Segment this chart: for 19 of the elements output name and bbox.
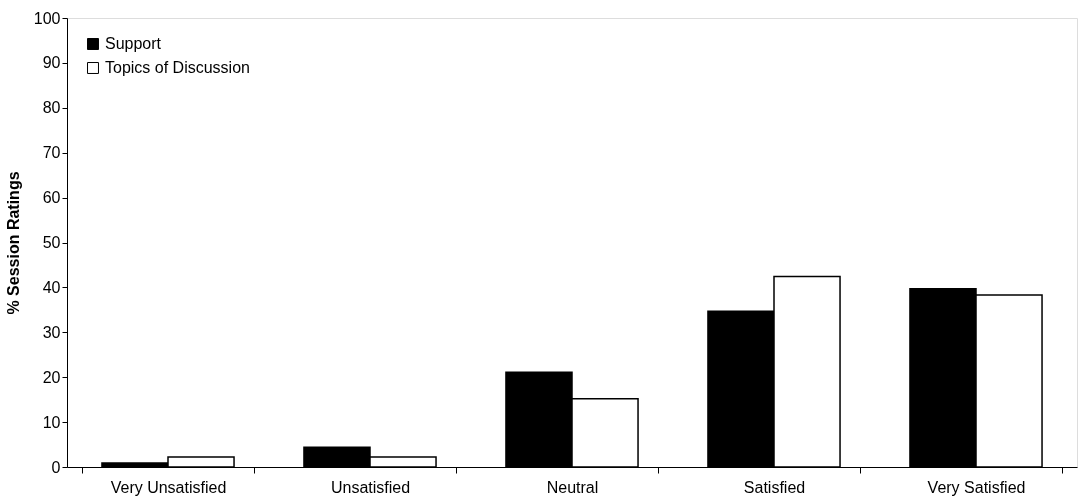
y-tick-label: 80: [42, 99, 61, 117]
y-tick-label: 100: [33, 9, 61, 27]
y-tick-label: 0: [51, 458, 61, 476]
x-tick-label: Very Unsatisfied: [110, 478, 227, 496]
legend-label: Topics of Discussion: [105, 59, 250, 76]
y-tick-label: 30: [42, 323, 61, 341]
y-axis-title: % Session Ratings: [4, 171, 22, 315]
y-tick-label: 70: [42, 144, 61, 162]
x-tick-label: Neutral: [546, 478, 599, 496]
y-tick-label: 10: [42, 413, 61, 431]
y-tick-label: 90: [42, 54, 61, 72]
legend-label: Support: [105, 35, 162, 52]
x-tick-label: Satisfied: [743, 478, 806, 496]
y-tick-label: 50: [42, 234, 61, 251]
y-tick-label: 60: [42, 189, 61, 207]
x-tick-label: Unsatisfied: [330, 478, 411, 496]
y-tick-label: 40: [42, 278, 61, 296]
y-tick-label: 20: [42, 368, 61, 386]
x-tick-label: Very Satisfied: [927, 478, 1026, 496]
